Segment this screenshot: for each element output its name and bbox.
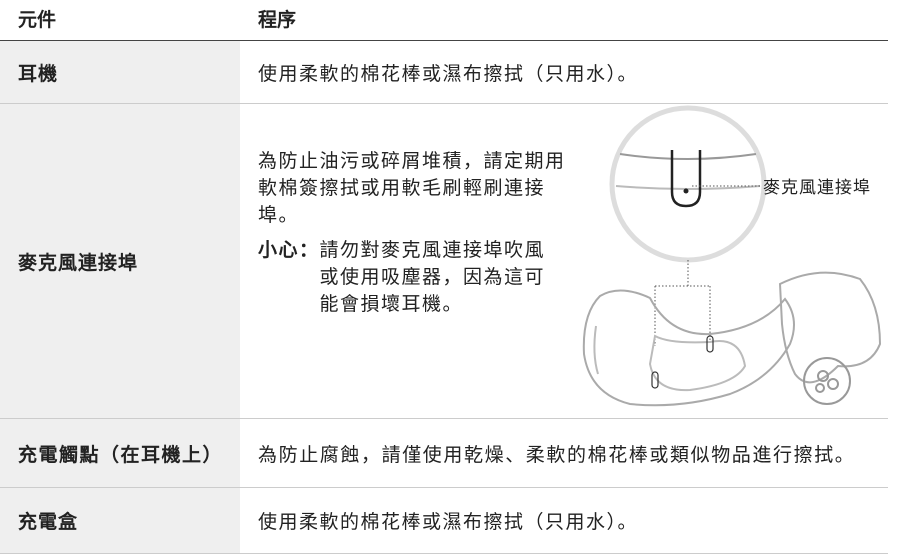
row-rule xyxy=(0,553,888,554)
component-cell: 充電觸點（在耳機上） xyxy=(0,419,240,487)
illustration-label: 麥克風連接埠 xyxy=(763,178,871,198)
caution-label: 小心： xyxy=(258,239,320,261)
procedure-cell: 為防止腐蝕，請僅使用乾燥、柔軟的棉花棒或類似物品進行擦拭。 xyxy=(258,443,856,466)
header-cell: 程序 xyxy=(258,9,297,31)
component-cell: 耳機 xyxy=(0,41,240,103)
procedure-cell: 使用柔軟的棉花棒或濕布擦拭（只用水）。 xyxy=(258,511,639,533)
component-cell: 麥克風連接埠 xyxy=(0,104,240,418)
header-cell: 元件 xyxy=(18,9,57,31)
row-rule xyxy=(0,418,888,419)
component-cell: 充電盒 xyxy=(0,488,240,553)
row-rule xyxy=(0,103,888,104)
procedure-cell: 為防止油污或碎屑堆積，請定期用軟棉簽擦拭或用軟毛刷輕刷連接埠。 小心： 請勿對麥… xyxy=(258,148,570,318)
procedure-text: 為防止油污或碎屑堆積，請定期用軟棉簽擦拭或用軟毛刷輕刷連接埠。 xyxy=(258,150,566,226)
illustration: 麥克風連接埠 xyxy=(582,105,882,407)
caution-text: 請勿對麥克風連接埠吹風或使用吸塵器，因為這可能會損壞耳機。 xyxy=(319,239,546,315)
procedure-cell: 使用柔軟的棉花棒或濕布擦拭（只用水）。 xyxy=(258,62,639,85)
header-rule xyxy=(0,40,888,41)
caution: 小心： 請勿對麥克風連接埠吹風或使用吸塵器，因為這可能會損壞耳機。 xyxy=(258,237,570,318)
row-rule xyxy=(0,487,888,488)
